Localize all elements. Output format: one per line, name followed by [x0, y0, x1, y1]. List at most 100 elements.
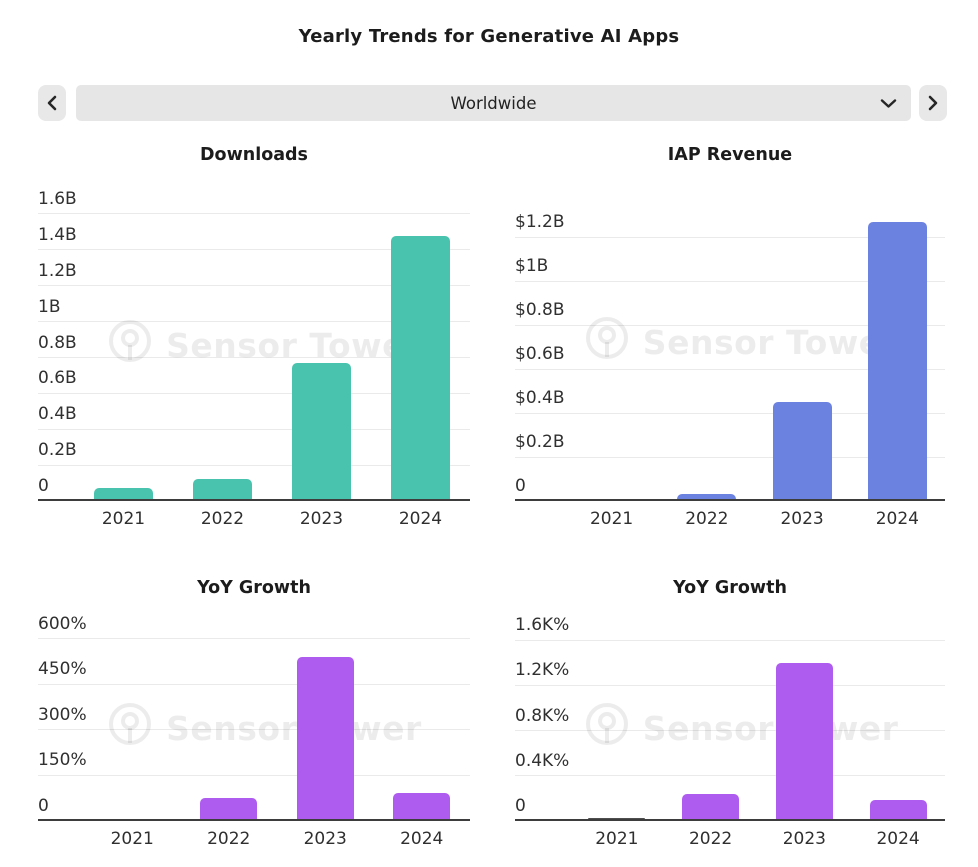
y-axis-tick-label: $0.8B: [515, 300, 565, 321]
x-axis-line: [38, 819, 470, 821]
gridline: [38, 357, 470, 358]
bar-2024: [869, 800, 927, 821]
x-axis-line: [515, 499, 945, 501]
chart-title: Downloads: [200, 145, 308, 165]
page-title: Yearly Trends for Generative AI Apps: [298, 26, 680, 47]
bar-2024: [391, 235, 450, 501]
region-dropdown[interactable]: Worldwide: [76, 85, 911, 121]
y-axis-tick-label: 600%: [38, 613, 87, 634]
gridline: [38, 729, 470, 731]
y-axis-tick-label: 0.6B: [38, 368, 77, 389]
y-axis-tick-label: 0.4B: [38, 404, 77, 425]
next-region-button[interactable]: [919, 85, 947, 121]
y-axis-tick-label: $0.2B: [515, 432, 565, 453]
y-axis-tick-label: 1.6B: [38, 188, 77, 209]
y-axis-tick-label: 0: [38, 476, 49, 496]
gridline: [38, 774, 470, 776]
y-axis-tick-label: $1B: [515, 256, 549, 277]
prev-region-button[interactable]: [38, 85, 66, 121]
bar-2023: [775, 662, 833, 821]
gridline: [38, 638, 470, 640]
x-axis-label: 2024: [398, 509, 443, 529]
x-axis-label: 2023: [780, 509, 824, 529]
y-axis-tick-label: 1B: [38, 296, 61, 317]
x-axis-labels: 2021 2022 2023 2024: [570, 829, 945, 849]
y-axis-tick-label: $1.2B: [515, 212, 565, 233]
y-axis-tick-label: 0.4K%: [515, 750, 570, 771]
x-axis-label: 2022: [685, 509, 729, 529]
x-axis-label: 2024: [400, 829, 444, 849]
gridline: [515, 730, 945, 732]
y-axis-tick-label: 1.6K%: [515, 615, 570, 636]
y-axis-tick-label: $0.4B: [515, 388, 565, 409]
chart-downloads: Downloads 1.6B 1.4B 1.2B 1B 0.8B 0.6B 0.4B 0.2B…: [38, 145, 470, 535]
x-axis-label: 2023: [303, 829, 347, 849]
chevron-left-icon: [47, 95, 57, 111]
y-axis-tick-label: 300%: [38, 704, 87, 725]
x-axis-label: 2021: [110, 829, 154, 849]
x-axis-label: 2021: [595, 829, 639, 849]
bar-area: [570, 628, 945, 821]
gridline: [38, 321, 470, 323]
chevron-right-icon: [928, 95, 938, 111]
bar-2024: [393, 793, 451, 821]
x-axis-line: [38, 499, 470, 501]
bar-2022: [682, 794, 740, 821]
bar-2024: [867, 221, 927, 501]
gridline: [515, 639, 945, 641]
gridline: [38, 249, 470, 251]
y-axis-tick-label: $0.6B: [515, 344, 565, 365]
x-axis-label: 2024: [876, 829, 920, 849]
chart-title: YoY Growth: [197, 578, 311, 598]
y-axis-tick-label: 450%: [38, 659, 87, 680]
bar-2023: [296, 657, 354, 821]
x-axis-labels: 2021 2022 2023 2024: [564, 509, 945, 529]
chart-yoy-growth-revenue: YoY Growth 1.6K% 1.2K% 0.8K% 0.4K% 0 Sensor T…: [515, 578, 945, 855]
region-selector-row: Worldwide: [38, 85, 947, 121]
gridline: [515, 236, 945, 238]
x-axis-label: 2022: [200, 509, 245, 529]
chart-title: IAP Revenue: [667, 145, 793, 165]
y-axis-tick-label: 1.2K%: [515, 660, 570, 681]
x-axis-label: 2022: [688, 829, 733, 849]
chart-yoy-growth-downloads: YoY Growth 600% 450% 300% 150% 0 Sensor Tower…: [38, 578, 470, 855]
y-axis-tick-label: 0.8K%: [515, 705, 570, 726]
bar-2022: [677, 494, 737, 501]
gridline: [515, 684, 945, 686]
bar-2023: [772, 402, 832, 501]
gridline: [38, 392, 470, 394]
x-axis-label: 2022: [207, 829, 251, 849]
x-axis-label: 2023: [782, 829, 826, 849]
y-axis-tick-label: 1.2B: [38, 260, 77, 281]
gridline: [515, 775, 945, 777]
y-axis-tick-label: 150%: [38, 750, 87, 771]
x-axis-line: [515, 819, 945, 821]
y-axis-tick-label: 1.4B: [38, 224, 77, 245]
bar-area: [84, 628, 470, 821]
x-axis-label: 2023: [299, 509, 344, 529]
bar-area: [564, 200, 945, 501]
x-axis-labels: 2021 2022 2023 2024: [84, 829, 470, 849]
gridline: [515, 324, 945, 326]
gridline: [38, 285, 470, 287]
x-axis-label: 2021: [101, 509, 146, 529]
bar-2023: [292, 362, 351, 501]
bar-2022: [193, 479, 252, 501]
x-axis-label: 2024: [875, 509, 919, 529]
chart-title: YoY Growth: [673, 578, 787, 598]
y-axis-tick-label: 0: [515, 796, 526, 816]
gridline: [515, 280, 945, 282]
chart-plot-area: 600% 450% 300% 150% 0 Sensor Tower: [38, 615, 470, 821]
chevron-down-icon: [880, 94, 897, 113]
bar-2022: [200, 797, 258, 821]
gridline: [38, 683, 470, 685]
chart-plot-area: 1.6B 1.4B 1.2B 1B 0.8B 0.6B 0.4B 0.2B 0 Sensor To…: [38, 190, 470, 501]
gridline: [38, 428, 470, 430]
gridline: [38, 464, 470, 466]
region-dropdown-value: Worldwide: [450, 93, 537, 113]
y-axis-tick-label: 0: [515, 476, 526, 496]
bar-area: [74, 205, 470, 501]
y-axis-tick-label: 0.2B: [38, 440, 77, 461]
y-axis-tick-label: 0: [38, 796, 49, 816]
gridline: [515, 412, 945, 414]
